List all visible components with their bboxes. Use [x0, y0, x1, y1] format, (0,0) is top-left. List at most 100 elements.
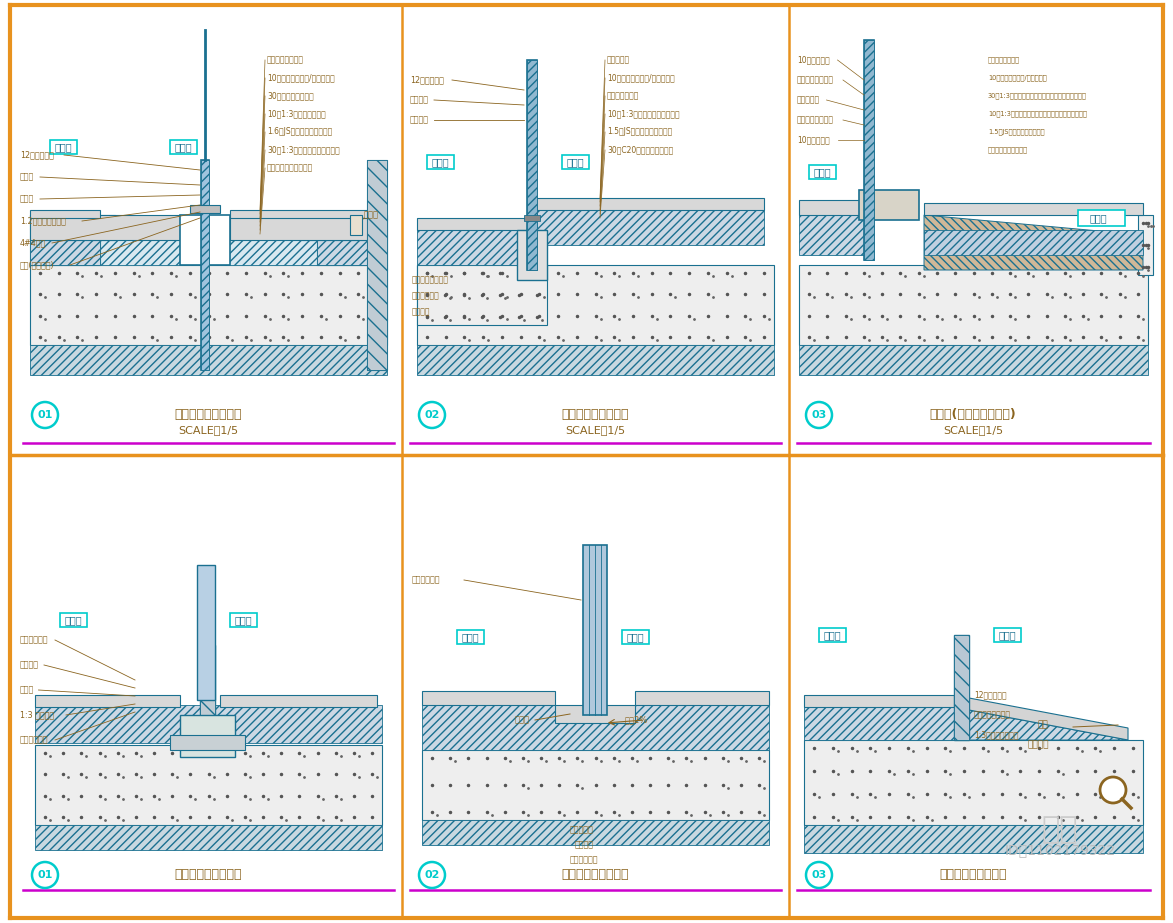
Text: 淡浴间排水槽大样图: 淡浴间排水槽大样图	[175, 409, 242, 422]
Bar	[865, 40, 874, 260]
Bar	[799, 200, 869, 215]
Text: 此处安装零售钩胶: 此处安装零售钩胶	[796, 76, 834, 85]
Bar	[170, 735, 245, 750]
Bar	[170, 140, 197, 154]
Bar	[427, 155, 454, 169]
Text: 1.5厚JS或聚氨酯涂膜防水层: 1.5厚JS或聚氨酯涂膜防水层	[606, 127, 672, 137]
Text: 淡浴间排水槽大样图: 淡浴间排水槽大样图	[561, 409, 629, 422]
Text: 10厚紫水泥膏（黑/白水泥膏）: 10厚紫水泥膏（黑/白水泥膏）	[988, 75, 1046, 81]
Text: 10层1:3干硬性水泥砂浆保护层: 10层1:3干硬性水泥砂浆保护层	[606, 110, 679, 118]
Text: 拦水胶条: 拦水胶条	[411, 95, 429, 104]
Bar	[35, 745, 382, 825]
Bar	[527, 60, 537, 270]
Text: 02: 02	[425, 410, 440, 420]
Text: 门槛石: 门槛石	[515, 715, 530, 725]
Bar	[994, 628, 1021, 642]
Bar	[416, 218, 533, 230]
Text: 淡浴间止水坥大样图: 淡浴间止水坥大样图	[561, 869, 629, 881]
Text: 淋浴间: 淋浴间	[54, 142, 72, 152]
Bar	[230, 613, 257, 627]
Bar	[954, 635, 969, 740]
Text: 1.5厚JS或聚氨酯涂膜防水层: 1.5厚JS或聚氨酯涂膜防水层	[988, 128, 1044, 136]
Bar	[804, 740, 1143, 825]
Bar	[35, 695, 179, 707]
Bar	[317, 240, 387, 265]
Bar	[524, 215, 540, 221]
Text: 12厚钢化玻璃: 12厚钢化玻璃	[974, 690, 1006, 700]
Bar	[30, 215, 179, 240]
Text: 原建筑钢筋混凝土楼板: 原建筑钢筋混凝土楼板	[988, 147, 1028, 153]
Bar	[422, 820, 769, 845]
Text: 10层1:3水泥砂浆保护层: 10层1:3水泥砂浆保护层	[267, 110, 326, 118]
Bar	[416, 265, 774, 345]
Text: 卫生间: 卫生间	[813, 167, 830, 177]
Text: 不锈钢止水坎: 不锈钢止水坎	[20, 736, 48, 745]
Text: 卫生间: 卫生间	[65, 615, 82, 625]
Text: ID：1102179322: ID：1102179322	[1004, 843, 1116, 857]
Bar	[230, 215, 377, 240]
Bar	[622, 630, 649, 644]
Text: 找坡2%: 找坡2%	[625, 715, 649, 725]
Circle shape	[1100, 777, 1126, 803]
Text: SCALE：1/5: SCALE：1/5	[565, 425, 625, 435]
Text: 淋浴间: 淋浴间	[235, 615, 252, 625]
Bar	[804, 707, 954, 740]
Text: 斜坡: 斜坡	[1038, 721, 1049, 729]
Bar	[533, 198, 764, 210]
Bar	[197, 565, 215, 700]
Polygon shape	[969, 710, 1128, 740]
Text: 1.2厚口型不锈钢槽: 1.2厚口型不锈钢槽	[20, 217, 66, 225]
Bar	[179, 215, 230, 265]
Text: 淋浴间: 淋浴间	[998, 630, 1016, 640]
Polygon shape	[924, 215, 1143, 270]
Bar	[416, 345, 774, 375]
Bar	[50, 140, 76, 154]
Bar	[562, 155, 589, 169]
Text: 10厚紫水泥膏（黑/白水泥膏）: 10厚紫水泥膏（黑/白水泥膏）	[267, 74, 334, 82]
Text: 10厚紫水泥膏（黑/白水泥膏）: 10厚紫水泥膏（黑/白水泥膏）	[606, 74, 674, 82]
Text: 石材（六面防护）: 石材（六面防护）	[796, 115, 834, 125]
Text: 12厚钢化玻璃: 12厚钢化玻璃	[411, 76, 443, 85]
Text: 01: 01	[38, 870, 53, 880]
Text: 10厚钢化玻璃: 10厚钢化玻璃	[796, 55, 829, 65]
Bar	[422, 750, 769, 820]
Text: 不锈钢止水坎: 不锈钢止水坎	[570, 856, 598, 865]
Text: 石材（六面防护）: 石材（六面防护）	[267, 55, 304, 65]
Bar	[799, 265, 1148, 345]
Bar	[804, 825, 1143, 853]
Text: 卫生间: 卫生间	[823, 630, 841, 640]
Text: 橡胶垫: 橡胶垫	[20, 173, 34, 182]
Text: 03: 03	[812, 410, 827, 420]
Bar	[179, 715, 235, 757]
Bar	[555, 705, 635, 723]
Text: 成品淋浴移门: 成品淋浴移门	[412, 576, 441, 584]
Bar	[865, 40, 874, 260]
Bar	[804, 695, 954, 707]
Text: 原建筑钢筋混凝土楼板: 原建筑钢筋混凝土楼板	[267, 163, 313, 173]
Bar	[317, 240, 387, 265]
Bar	[422, 691, 555, 705]
Bar	[30, 240, 387, 265]
Text: 石材锯边: 石材锯边	[411, 115, 429, 125]
Bar	[30, 215, 115, 240]
Text: 结构胶: 结构胶	[20, 195, 34, 203]
Text: 30厚1:3干硬性水泥砂浆粘结层（湿浆法酌情使用）: 30厚1:3干硬性水泥砂浆粘结层（湿浆法酌情使用）	[988, 92, 1087, 100]
Bar	[35, 705, 382, 743]
Text: 4#4铁角: 4#4铁角	[20, 238, 46, 247]
Bar	[30, 345, 387, 375]
Bar	[416, 265, 547, 325]
Bar	[533, 210, 764, 245]
Text: 淋浴内: 淋浴内	[1090, 213, 1107, 223]
Text: 01: 01	[38, 410, 53, 420]
Bar	[517, 230, 547, 280]
Text: 石材（六面防护）: 石材（六面防护）	[974, 711, 1011, 720]
Text: 淡浴间排水槽大样图: 淡浴间排水槽大样图	[940, 869, 1006, 881]
Bar	[799, 215, 869, 255]
Bar	[809, 165, 835, 179]
Bar	[367, 160, 387, 370]
Text: 凝土楼板: 凝土楼板	[412, 307, 430, 317]
Text: 10厚1:3干硬性水泥砂浆保护层（湿浆法酌情使用）: 10厚1:3干硬性水泥砂浆保护层（湿浆法酌情使用）	[988, 111, 1087, 117]
Text: 淋浴外: 淋浴外	[432, 157, 449, 167]
Bar	[201, 645, 215, 745]
Text: 12厚钢化玻璃: 12厚钢化玻璃	[20, 150, 54, 160]
